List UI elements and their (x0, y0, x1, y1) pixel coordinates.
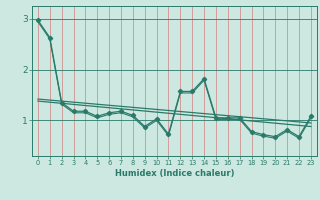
X-axis label: Humidex (Indice chaleur): Humidex (Indice chaleur) (115, 169, 234, 178)
